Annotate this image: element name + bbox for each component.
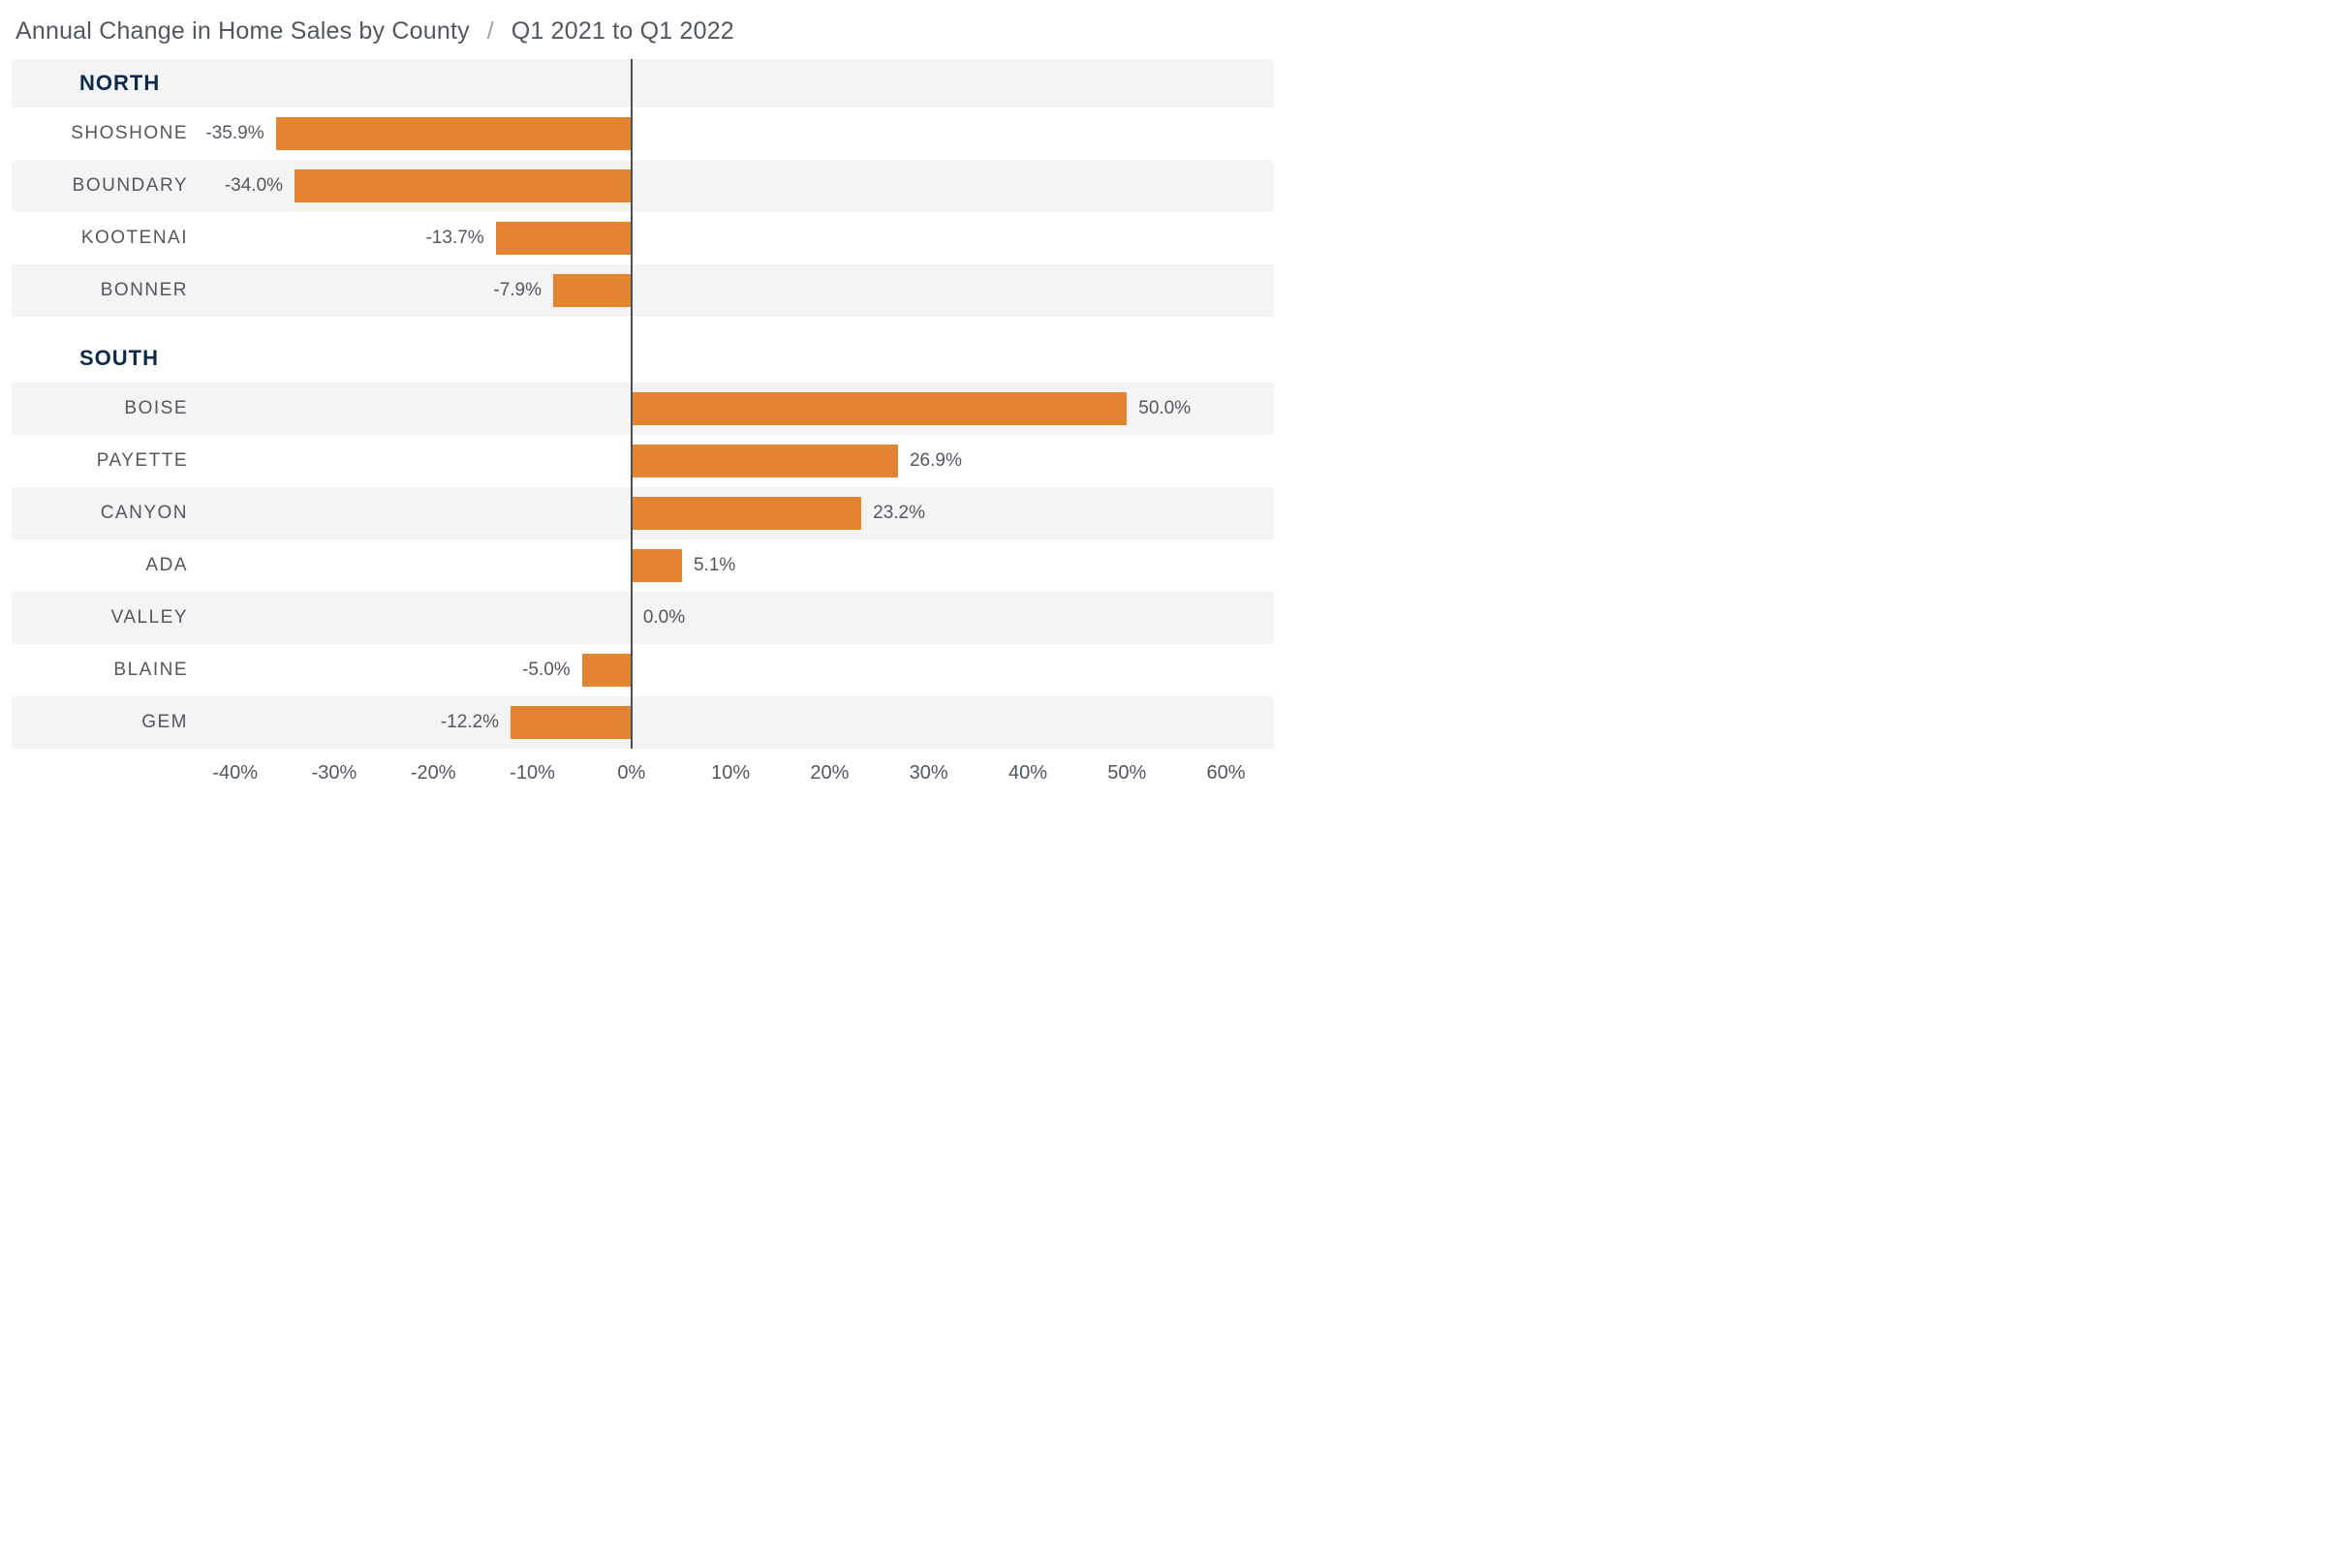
value-label: -7.9% <box>493 264 542 317</box>
chart-title-sub: Q1 2021 to Q1 2022 <box>512 17 734 46</box>
group-label: SOUTH <box>79 334 159 383</box>
category-label: KOOTENAI <box>12 212 205 264</box>
data-row: BLAINE -5.0% <box>12 644 1274 696</box>
category-label: VALLEY <box>12 592 205 644</box>
x-axis-tick: -10% <box>510 762 555 784</box>
value-label: 23.2% <box>873 487 925 539</box>
chart-title-separator: / <box>487 17 494 46</box>
bar <box>511 706 632 739</box>
value-label: 5.1% <box>694 539 735 592</box>
plot-area: NORTHSHOSHONE-35.9%BOUNDARY-34.0%KOOTENA… <box>12 59 1274 749</box>
data-row: BOISE 50.0% <box>12 383 1274 435</box>
data-row: SHOSHONE-35.9% <box>12 108 1274 160</box>
value-label: 26.9% <box>910 435 962 487</box>
bar <box>632 392 1127 425</box>
bar-chart: NORTHSHOSHONE-35.9%BOUNDARY-34.0%KOOTENA… <box>12 59 1274 793</box>
x-axis: -40% -30% -20% -10% 0% 10% 20% 30% 40% 50% 60% <box>12 754 1274 793</box>
category-label: ADA <box>12 539 205 592</box>
value-label: -5.0% <box>522 644 571 696</box>
category-label: BOUNDARY <box>12 160 205 212</box>
group-header-row: SOUTH <box>12 334 1274 383</box>
data-row: BOUNDARY -34.0% <box>12 160 1274 212</box>
x-axis-tick: 40% <box>1008 762 1047 784</box>
data-row: PAYETTE 26.9% <box>12 435 1274 487</box>
group-header-row: NORTH <box>12 59 1274 108</box>
value-label: -12.2% <box>441 696 499 749</box>
category-label: BONNER <box>12 264 205 317</box>
x-axis-tick: 60% <box>1207 762 1246 784</box>
bar <box>632 445 898 477</box>
x-axis-tick: -20% <box>411 762 456 784</box>
category-label: PAYETTE <box>12 435 205 487</box>
chart-title-main: Annual Change in Home Sales by County <box>16 17 470 46</box>
x-axis-tick: 30% <box>910 762 948 784</box>
x-axis-tick: -30% <box>312 762 357 784</box>
chart-title-row: Annual Change in Home Sales by County / … <box>16 17 1274 46</box>
bar <box>632 549 682 582</box>
data-row: VALLEY 0.0% <box>12 592 1274 644</box>
x-axis-tick: 50% <box>1107 762 1146 784</box>
bar <box>294 169 632 202</box>
value-label: -13.7% <box>425 212 483 264</box>
bar <box>632 497 861 530</box>
bar <box>496 222 632 255</box>
value-label: -34.0% <box>225 160 283 212</box>
chart-rows: NORTHSHOSHONE-35.9%BOUNDARY-34.0%KOOTENA… <box>12 59 1274 749</box>
x-axis-tick: 20% <box>810 762 849 784</box>
bar <box>276 117 632 150</box>
group-gap <box>12 317 1274 334</box>
category-label: BLAINE <box>12 644 205 696</box>
x-axis-tick: 10% <box>711 762 750 784</box>
category-label: BOISE <box>12 383 205 435</box>
chart-container: Annual Change in Home Sales by County / … <box>0 0 1293 813</box>
group-label: NORTH <box>79 59 160 108</box>
data-row: ADA 5.1% <box>12 539 1274 592</box>
category-label: SHOSHONE <box>12 108 205 160</box>
x-axis-tick: 0% <box>617 762 645 784</box>
data-row: KOOTENAI -13.7% <box>12 212 1274 264</box>
bar <box>553 274 632 307</box>
category-label: CANYON <box>12 487 205 539</box>
value-label: -35.9% <box>205 108 264 160</box>
value-label: 50.0% <box>1138 383 1191 435</box>
data-row: BONNER -7.9% <box>12 264 1274 317</box>
zero-axis-line <box>631 59 633 749</box>
category-label: GEM <box>12 696 205 749</box>
data-row: CANYON 23.2% <box>12 487 1274 539</box>
bar <box>582 654 632 687</box>
value-label: 0.0% <box>643 592 685 644</box>
x-axis-tick: -40% <box>212 762 258 784</box>
data-row: GEM -12.2% <box>12 696 1274 749</box>
